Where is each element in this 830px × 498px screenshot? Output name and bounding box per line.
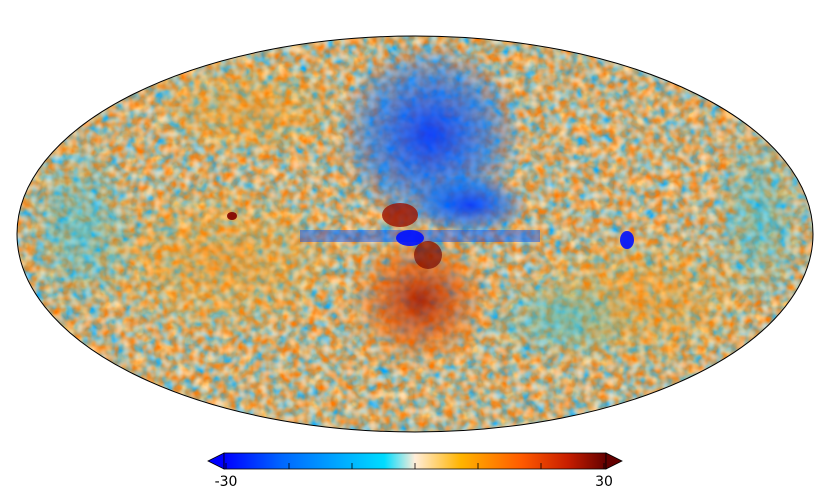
south-hot-region [345, 230, 495, 370]
cold-spot-right [620, 231, 634, 249]
colorbar-max-label: 30 [595, 474, 613, 490]
colorbar-min-label: -30 [215, 474, 238, 490]
map-outline [16, 35, 814, 433]
galactic-center-blob [396, 230, 424, 246]
sky-map-field [17, 36, 813, 432]
colorbar-left-extension [207, 452, 225, 470]
cyan-region-left [20, 140, 140, 320]
orange-region-top [150, 60, 350, 160]
north-cold-region-2 [410, 175, 530, 235]
hot-spot-left [227, 212, 237, 220]
orange-region-left [90, 180, 350, 340]
galactic-red-blob [382, 203, 418, 227]
colorbar-right-extension [605, 452, 623, 470]
cyan-region-right [710, 130, 810, 310]
colorbar: -30 30 [207, 452, 623, 490]
sky-map [16, 35, 814, 433]
galactic-red-blob-2 [414, 241, 442, 269]
colorbar-ticks [225, 463, 605, 469]
cyan-region-lower-right [480, 275, 640, 365]
